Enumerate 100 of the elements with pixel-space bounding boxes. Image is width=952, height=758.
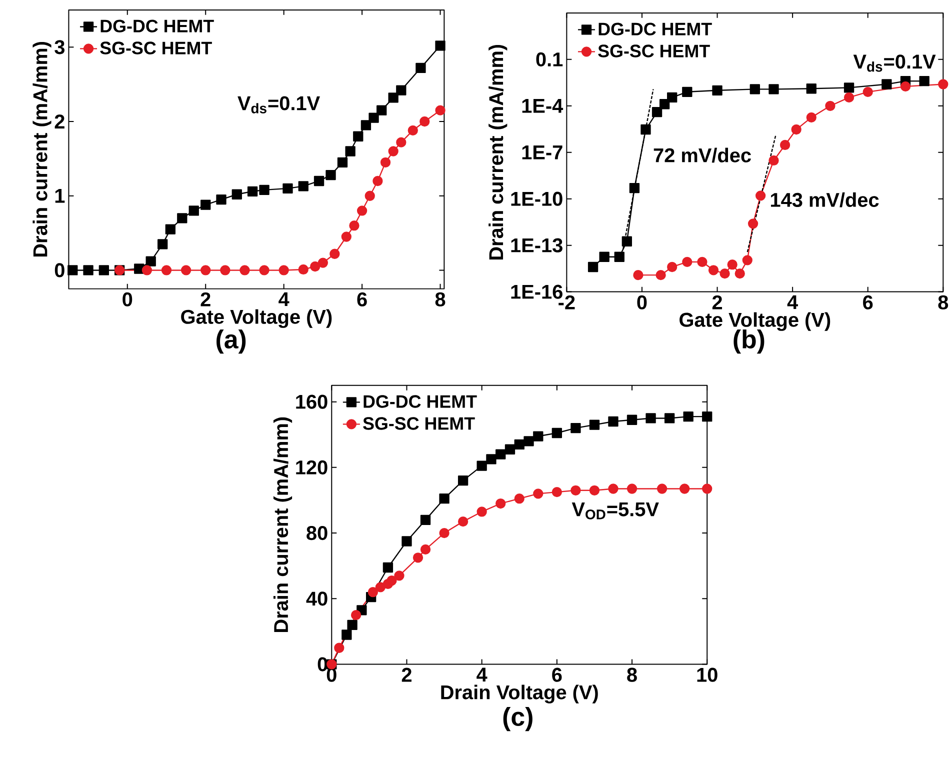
point bbox=[640, 124, 651, 135]
legend-label: SG-SC HEMT bbox=[100, 42, 212, 54]
point bbox=[702, 412, 712, 422]
y-axis-title: Drain current (mA/mm) bbox=[488, 44, 508, 260]
point bbox=[98, 265, 110, 276]
point bbox=[697, 256, 708, 268]
annotation: 72 mV/dec bbox=[654, 148, 751, 163]
x-axis-title: Gate Voltage (V) bbox=[680, 312, 830, 331]
point bbox=[360, 120, 372, 130]
point bbox=[702, 484, 712, 494]
x-tick-label: 6 bbox=[357, 292, 367, 306]
point bbox=[134, 264, 144, 274]
point bbox=[742, 255, 752, 266]
point bbox=[259, 184, 270, 196]
point bbox=[458, 516, 468, 527]
legend-label: SG-SC HEMT bbox=[598, 44, 710, 58]
point bbox=[806, 84, 816, 94]
x-tick-label: 2 bbox=[402, 668, 412, 682]
y-axis-title: Drain current (mA/mm) bbox=[273, 417, 292, 632]
point bbox=[334, 642, 344, 653]
point bbox=[524, 436, 534, 446]
point bbox=[806, 112, 816, 123]
point bbox=[504, 444, 516, 455]
point bbox=[177, 213, 188, 224]
point bbox=[310, 261, 320, 272]
point bbox=[412, 552, 424, 563]
point bbox=[664, 413, 675, 424]
point bbox=[347, 620, 358, 630]
x-axis-title: Gate Voltage (V) bbox=[181, 309, 332, 328]
x-axis-title: Drain Voltage (V) bbox=[441, 684, 598, 704]
point bbox=[720, 268, 730, 279]
point bbox=[200, 200, 211, 210]
annotation: V$_{ds}$=0.1V bbox=[853, 54, 936, 72]
point bbox=[298, 181, 308, 192]
point bbox=[282, 183, 293, 194]
point bbox=[216, 194, 226, 205]
point bbox=[142, 265, 152, 276]
text: (a) bbox=[216, 330, 246, 354]
point bbox=[614, 252, 624, 262]
point bbox=[734, 268, 745, 279]
point bbox=[318, 258, 328, 268]
point bbox=[394, 570, 404, 581]
x-tick-label: 0 bbox=[637, 295, 647, 310]
point bbox=[656, 484, 668, 494]
point bbox=[298, 264, 308, 275]
y-tick-label: 2 bbox=[54, 114, 64, 128]
point bbox=[326, 170, 336, 180]
point bbox=[780, 140, 790, 150]
point bbox=[633, 270, 644, 280]
point bbox=[708, 265, 719, 276]
point bbox=[768, 84, 779, 94]
y-tick-label: 120 bbox=[296, 460, 328, 475]
point bbox=[533, 431, 544, 442]
point bbox=[68, 265, 78, 276]
point bbox=[353, 131, 364, 142]
point bbox=[240, 265, 250, 276]
point bbox=[900, 81, 911, 92]
y-tick-label: 0.1 bbox=[536, 52, 563, 67]
point bbox=[345, 146, 356, 156]
point bbox=[372, 176, 383, 186]
point bbox=[146, 256, 156, 266]
point bbox=[667, 92, 678, 103]
point bbox=[375, 582, 386, 592]
x-tick-label: 2 bbox=[200, 292, 210, 306]
point bbox=[514, 494, 524, 504]
point bbox=[83, 265, 94, 276]
legend-label: DG-DC HEMT bbox=[598, 22, 712, 36]
point bbox=[682, 86, 692, 98]
point bbox=[232, 189, 242, 200]
x-tick-label: 6 bbox=[552, 668, 562, 682]
legend-label: DG-DC HEMT bbox=[100, 20, 214, 32]
point bbox=[220, 265, 230, 276]
point bbox=[712, 85, 722, 96]
text: (b) bbox=[734, 330, 764, 354]
point bbox=[825, 100, 836, 112]
point bbox=[476, 506, 487, 517]
point bbox=[165, 224, 176, 234]
point bbox=[435, 40, 446, 51]
y-tick-label: 1 bbox=[55, 189, 65, 203]
point bbox=[748, 218, 758, 229]
x-tick-label: 10 bbox=[697, 668, 718, 682]
point bbox=[356, 206, 368, 216]
annotation: V$_{ds}$=0.1V bbox=[238, 96, 320, 114]
y-tick-label: 160 bbox=[296, 394, 328, 409]
point bbox=[570, 423, 581, 434]
x-tick-label: 8 bbox=[938, 295, 948, 310]
point bbox=[656, 270, 666, 280]
x-tick-label: 4 bbox=[476, 668, 488, 682]
y-tick-label: 1E-10 bbox=[511, 192, 562, 206]
point bbox=[368, 587, 378, 598]
y-tick-label: 1E-13 bbox=[511, 238, 562, 252]
y-tick-label: 0 bbox=[54, 263, 64, 278]
x-tick-label: 2 bbox=[712, 295, 722, 310]
point bbox=[341, 232, 352, 242]
point bbox=[342, 630, 352, 640]
point bbox=[386, 576, 397, 586]
point bbox=[380, 157, 391, 168]
point bbox=[599, 252, 610, 262]
point bbox=[667, 262, 678, 272]
point bbox=[626, 484, 638, 494]
